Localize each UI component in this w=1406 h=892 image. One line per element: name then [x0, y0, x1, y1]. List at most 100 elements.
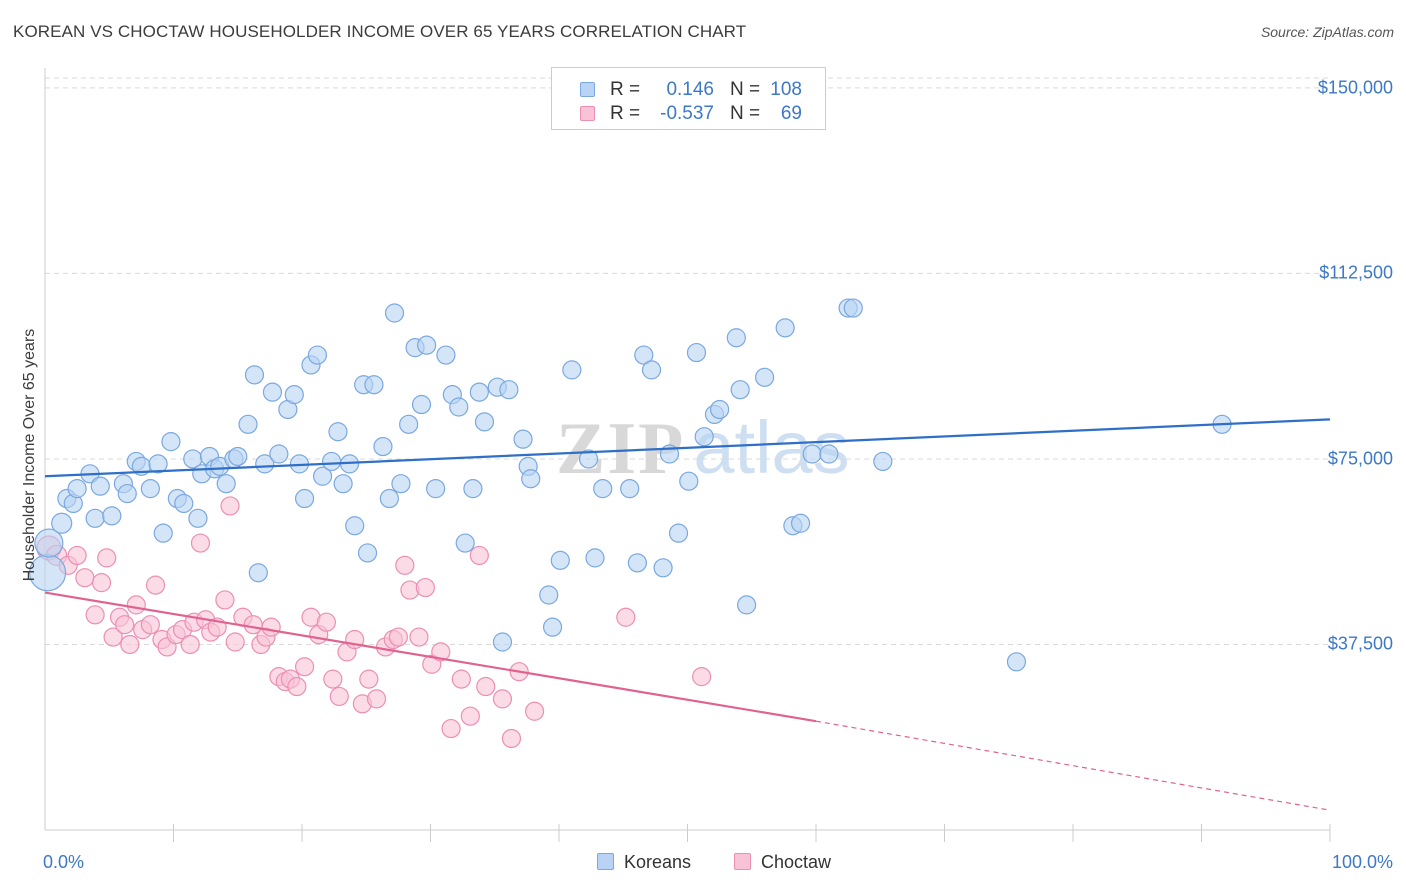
- choctaw-n-value: 69: [780, 103, 802, 124]
- choctaw-point-5: [85, 605, 105, 625]
- choctaw-point-8: [103, 627, 123, 647]
- choctaw-point-66: [524, 701, 545, 721]
- korean-point-15: [148, 454, 168, 474]
- korean-point-52: [384, 303, 405, 323]
- korean-point-44: [333, 474, 353, 494]
- choctaw-point-64: [501, 728, 522, 749]
- korean-point-72: [539, 585, 559, 605]
- choctaw-swatch: [580, 106, 595, 121]
- choctaw-trend-extension: [815, 720, 1331, 811]
- legend-item-choctaw[interactable]: Choctaw: [734, 852, 831, 873]
- choctaw-point-11: [120, 634, 140, 655]
- x-tick-label-0: 0.0%: [43, 852, 85, 872]
- korean-point-69: [513, 429, 533, 449]
- korean-point-9: [102, 506, 122, 526]
- korean-point-50: [373, 436, 393, 457]
- choctaw-point-33: [261, 617, 281, 637]
- choctaw-point-47: [359, 669, 379, 689]
- y-tick-label-1: $75,000: [1327, 448, 1393, 469]
- korean-point-49: [364, 375, 384, 395]
- korean-point-48: [357, 543, 378, 563]
- koreans-legend-label: Koreans: [624, 852, 692, 872]
- korean-point-1: [34, 528, 64, 558]
- choctaw-n-label: N =: [730, 103, 761, 124]
- choctaw-trend-line: [44, 591, 817, 723]
- korean-point-75: [562, 360, 582, 380]
- korean-point-42: [321, 451, 342, 472]
- choctaw-point-48: [366, 689, 387, 709]
- korean-point-99: [819, 444, 839, 464]
- choctaw-legend-label: Choctaw: [761, 852, 832, 872]
- korean-point-61: [449, 397, 469, 417]
- choctaw-point-22: [190, 533, 211, 553]
- choctaw-point-63: [492, 689, 513, 709]
- korean-point-78: [593, 479, 613, 499]
- korean-point-68: [499, 380, 519, 400]
- choctaw-point-6: [91, 573, 112, 593]
- choctaw-point-7: [97, 548, 117, 568]
- choctaw-point-37: [287, 676, 307, 697]
- korean-point-95: [775, 318, 795, 338]
- y-tick-label-0: $37,500: [1327, 633, 1393, 654]
- korean-point-43: [328, 422, 348, 442]
- y-tick-label-3: $150,000: [1317, 77, 1393, 98]
- korean-point-71: [521, 469, 541, 489]
- korean-point-76: [578, 449, 599, 469]
- korean-point-90: [710, 399, 730, 420]
- korean-point-16: [153, 523, 173, 543]
- korean-point-88: [694, 427, 714, 447]
- korean-point-32: [255, 454, 275, 474]
- axes: [44, 68, 1331, 842]
- choctaw-point-54: [409, 627, 429, 647]
- korean-point-97: [790, 513, 811, 533]
- korean-point-94: [754, 367, 775, 387]
- choctaw-point-58: [441, 718, 461, 739]
- korean-point-8: [90, 476, 110, 496]
- y-axis-label: Householder Income Over 65 years: [21, 328, 38, 582]
- legend-item-koreans[interactable]: Koreans: [597, 852, 691, 873]
- correlation-legend: R = 0.146 N = 108 R = -0.537 N = 69: [551, 67, 826, 130]
- korean-point-56: [411, 394, 432, 415]
- korean-point-67: [492, 632, 513, 652]
- korean-point-64: [469, 382, 489, 402]
- choctaw-point-59: [451, 669, 471, 689]
- korean-point-53: [391, 474, 411, 494]
- korean-point-85: [668, 523, 689, 543]
- korean-point-51: [379, 488, 399, 509]
- choctaw-points: [36, 496, 712, 749]
- korean-point-33: [262, 382, 283, 402]
- choctaw-point-42: [323, 669, 343, 689]
- choctaw-point-12: [126, 595, 146, 615]
- choctaw-point-27: [220, 496, 240, 516]
- choctaw-point-60: [460, 706, 480, 726]
- choctaw-point-15: [145, 575, 166, 595]
- korean-point-29: [238, 414, 258, 434]
- korean-point-38: [294, 488, 315, 509]
- korean-point-59: [436, 345, 456, 365]
- choctaw-r-value: -0.537: [660, 103, 714, 124]
- korean-point-26: [216, 474, 236, 494]
- choctaw-point-38: [294, 657, 315, 677]
- choctaw-point-10: [115, 615, 135, 635]
- korean-n-value: 108: [770, 79, 802, 100]
- korean-point-63: [463, 479, 483, 499]
- choctaw-point-67: [616, 607, 636, 627]
- choctaw-point-55: [415, 577, 435, 598]
- korean-point-17: [161, 432, 181, 452]
- choctaw-point-61: [469, 545, 489, 566]
- korean-point-41: [312, 466, 333, 486]
- korean-r-value: 0.146: [666, 79, 714, 100]
- korean-point-31: [248, 563, 268, 583]
- korean-trend-line: [44, 418, 1331, 478]
- korean-point-36: [284, 385, 304, 405]
- korean-point-14: [140, 479, 160, 499]
- korean-point-30: [244, 365, 265, 385]
- trend-lines: [44, 418, 1331, 811]
- choctaw-legend-swatch: [734, 853, 751, 870]
- choctaw-point-57: [431, 642, 451, 662]
- korean-point-28: [228, 446, 248, 467]
- korean-point-91: [726, 328, 746, 348]
- korean-point-101: [843, 298, 863, 318]
- korean-r-label: R =: [610, 79, 641, 100]
- korean-point-79: [620, 479, 640, 499]
